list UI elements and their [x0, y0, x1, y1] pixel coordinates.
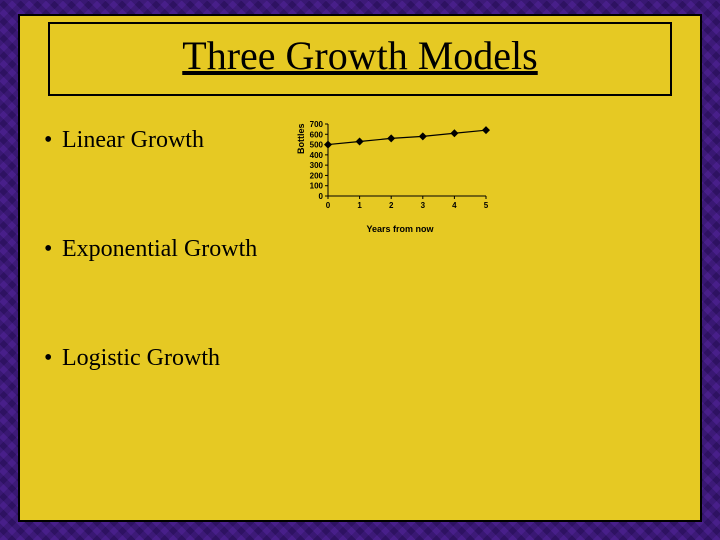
svg-text:600: 600 — [310, 130, 324, 139]
chart-y-axis-label: Bottles — [296, 123, 306, 154]
svg-text:2: 2 — [389, 201, 394, 210]
chart-x-axis-label: Years from now — [300, 224, 500, 234]
svg-text:1: 1 — [357, 201, 362, 210]
svg-text:0: 0 — [319, 192, 324, 201]
slide-body: Three Growth Models •Linear Growth •Expo… — [18, 14, 702, 522]
title-box: Three Growth Models — [48, 22, 672, 96]
list-item: •Exponential Growth — [44, 235, 257, 264]
svg-text:3: 3 — [421, 201, 426, 210]
svg-text:700: 700 — [310, 120, 324, 129]
bullet-list: •Linear Growth •Exponential Growth •Logi… — [44, 126, 257, 372]
svg-text:5: 5 — [484, 201, 489, 210]
svg-text:500: 500 — [310, 141, 324, 150]
bullet-dot-icon: • — [44, 235, 62, 264]
svg-text:0: 0 — [326, 201, 331, 210]
slide-frame: Three Growth Models •Linear Growth •Expo… — [0, 0, 720, 540]
svg-text:4: 4 — [452, 201, 457, 210]
svg-text:200: 200 — [310, 171, 324, 180]
svg-text:100: 100 — [310, 182, 324, 191]
list-item: •Linear Growth — [44, 126, 257, 155]
svg-text:300: 300 — [310, 161, 324, 170]
bullet-label: Logistic Growth — [62, 345, 220, 371]
bullet-label: Linear Growth — [62, 127, 204, 153]
slide-title: Three Growth Models — [182, 34, 537, 78]
bullet-label: Exponential Growth — [62, 236, 257, 262]
bullet-dot-icon: • — [44, 344, 62, 373]
list-item: •Logistic Growth — [44, 344, 257, 373]
bullet-dot-icon: • — [44, 126, 62, 155]
linear-growth-chart: 0100200300400500600700012345 Bottles Yea… — [300, 120, 500, 220]
svg-text:400: 400 — [310, 151, 324, 160]
